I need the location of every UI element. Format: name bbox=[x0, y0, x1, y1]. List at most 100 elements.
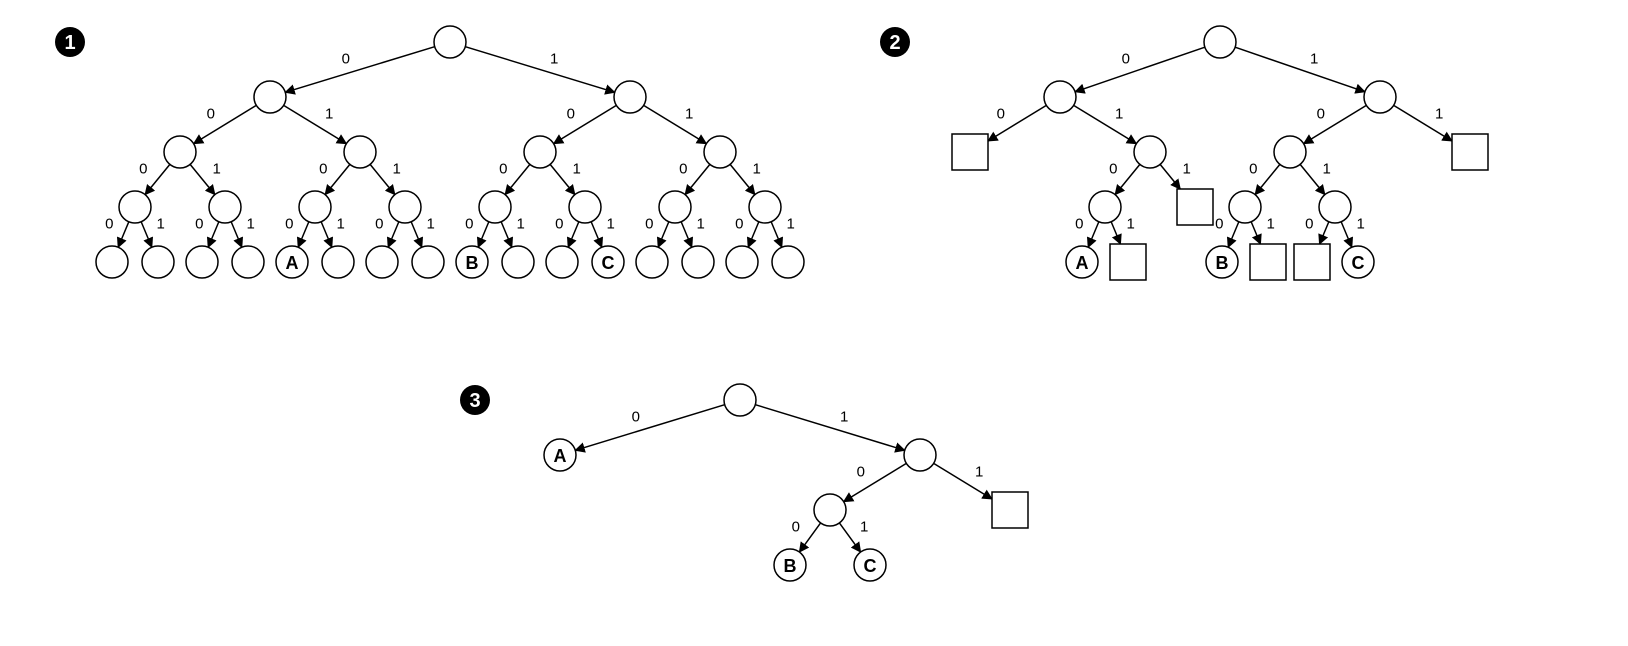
edge-label-1-0-01: 1 bbox=[325, 106, 333, 123]
node-1-0000 bbox=[96, 246, 128, 278]
node-2-011 bbox=[1177, 189, 1213, 225]
edge-label-3-1-11: 1 bbox=[975, 464, 983, 481]
edge-1-0-00 bbox=[194, 105, 257, 143]
edge-label-1-r-0: 0 bbox=[342, 51, 350, 68]
node-2-101 bbox=[1319, 191, 1351, 223]
edge-label-1-011-0111: 1 bbox=[427, 216, 435, 233]
edge-label-2-100-1000: 0 bbox=[1215, 216, 1223, 233]
edge-1-111-1111 bbox=[771, 222, 782, 247]
node-1-r bbox=[434, 26, 466, 58]
edge-1-10-100 bbox=[505, 164, 530, 194]
node-2-100 bbox=[1229, 191, 1261, 223]
edge-2-0-01 bbox=[1074, 105, 1137, 143]
edge-1-00-001 bbox=[190, 164, 215, 194]
tree-3: 3010101ABC bbox=[460, 384, 1028, 581]
diagram-canvas: 1010101010101010101010101010101ABC201010… bbox=[0, 0, 1628, 646]
edge-1-10-101 bbox=[550, 164, 575, 194]
edge-2-01-010 bbox=[1115, 164, 1140, 194]
edge-label-1-10-100: 0 bbox=[499, 161, 507, 178]
edge-2-101-1011 bbox=[1341, 222, 1352, 247]
node-label-1-1011: C bbox=[602, 253, 615, 273]
node-2-01 bbox=[1134, 136, 1166, 168]
edge-1-100-1000 bbox=[478, 222, 489, 247]
node-1-100 bbox=[479, 191, 511, 223]
edge-1-011-0111 bbox=[411, 222, 422, 247]
edge-label-1-00-000: 0 bbox=[139, 161, 147, 178]
edge-label-1-00-001: 1 bbox=[213, 161, 221, 178]
edge-1-001-0011 bbox=[231, 222, 242, 247]
edge-2-10-100 bbox=[1255, 164, 1280, 194]
edge-label-2-r-1: 1 bbox=[1310, 51, 1318, 68]
edge-3-r-0 bbox=[575, 405, 724, 451]
edge-1-1-11 bbox=[644, 105, 707, 143]
node-label-1-1000: B bbox=[466, 253, 479, 273]
edge-label-1-001-0010: 0 bbox=[195, 216, 203, 233]
node-label-3-100: B bbox=[784, 556, 797, 576]
edge-label-1-1-11: 1 bbox=[685, 106, 693, 123]
node-label-3-101: C bbox=[864, 556, 877, 576]
edge-1-1-10 bbox=[554, 105, 617, 143]
node-1-1110 bbox=[726, 246, 758, 278]
node-2-1010 bbox=[1294, 244, 1330, 280]
node-2-10 bbox=[1274, 136, 1306, 168]
edge-1-001-0010 bbox=[208, 222, 219, 247]
edge-label-3-1-10: 0 bbox=[857, 464, 865, 481]
edge-label-2-01-010: 0 bbox=[1109, 161, 1117, 178]
node-1-1100 bbox=[636, 246, 668, 278]
edge-1-010-0101 bbox=[321, 222, 332, 247]
edge-2-100-1001 bbox=[1251, 222, 1260, 244]
node-1-01 bbox=[344, 136, 376, 168]
edge-label-1-001-0011: 1 bbox=[247, 216, 255, 233]
node-1-111 bbox=[749, 191, 781, 223]
edge-label-1-0-00: 0 bbox=[207, 106, 215, 123]
edge-label-1-01-010: 0 bbox=[319, 161, 327, 178]
edge-label-1-01-011: 1 bbox=[393, 161, 401, 178]
edge-label-1-111-1110: 0 bbox=[735, 216, 743, 233]
edge-2-101-1010 bbox=[1320, 222, 1329, 244]
node-1-0110 bbox=[366, 246, 398, 278]
edge-label-2-101-1011: 1 bbox=[1357, 216, 1365, 233]
node-2-0 bbox=[1044, 81, 1076, 113]
node-1-101 bbox=[569, 191, 601, 223]
edge-label-1-101-1011: 1 bbox=[607, 216, 615, 233]
edge-3-r-1 bbox=[755, 405, 904, 451]
badge-1-label: 1 bbox=[64, 32, 75, 54]
edge-1-000-0001 bbox=[141, 222, 152, 247]
node-1-1010 bbox=[546, 246, 578, 278]
edge-2-r-1 bbox=[1235, 47, 1365, 92]
node-1-10 bbox=[524, 136, 556, 168]
edge-label-3-10-100: 0 bbox=[792, 519, 800, 536]
edge-label-1-010-0101: 1 bbox=[337, 216, 345, 233]
badge-3-label: 3 bbox=[469, 390, 480, 412]
node-label-2-1011: C bbox=[1352, 253, 1365, 273]
edge-1-01-011 bbox=[370, 164, 395, 194]
edge-label-1-10-101: 1 bbox=[573, 161, 581, 178]
node-1-0111 bbox=[412, 246, 444, 278]
edge-1-110-1101 bbox=[681, 222, 692, 247]
edge-2-10-101 bbox=[1300, 164, 1325, 194]
node-label-2-0100: A bbox=[1076, 253, 1089, 273]
node-label-1-0100: A bbox=[286, 253, 299, 273]
node-1-001 bbox=[209, 191, 241, 223]
edge-2-010-0100 bbox=[1088, 222, 1099, 247]
edge-label-3-10-101: 1 bbox=[860, 519, 868, 536]
node-label-2-1000: B bbox=[1216, 253, 1229, 273]
node-3-10 bbox=[814, 494, 846, 526]
edge-label-1-011-0110: 0 bbox=[375, 216, 383, 233]
edge-2-r-0 bbox=[1075, 47, 1205, 92]
edge-label-2-101-1010: 0 bbox=[1305, 216, 1313, 233]
edge-label-2-01-011: 1 bbox=[1183, 161, 1191, 178]
tree-2: 20101010101010101ABC bbox=[880, 26, 1488, 280]
node-1-1101 bbox=[682, 246, 714, 278]
edge-label-2-010-0101: 1 bbox=[1127, 216, 1135, 233]
node-1-110 bbox=[659, 191, 691, 223]
edge-1-101-1011 bbox=[591, 222, 602, 247]
edge-label-1-010-0100: 0 bbox=[285, 216, 293, 233]
edge-label-2-010-0100: 0 bbox=[1075, 216, 1083, 233]
edge-2-1-10 bbox=[1304, 105, 1367, 143]
edge-1-11-111 bbox=[730, 164, 755, 194]
node-2-0101 bbox=[1110, 244, 1146, 280]
edge-label-1-11-110: 0 bbox=[679, 161, 687, 178]
edge-2-010-0101 bbox=[1111, 222, 1120, 244]
node-1-0101 bbox=[322, 246, 354, 278]
